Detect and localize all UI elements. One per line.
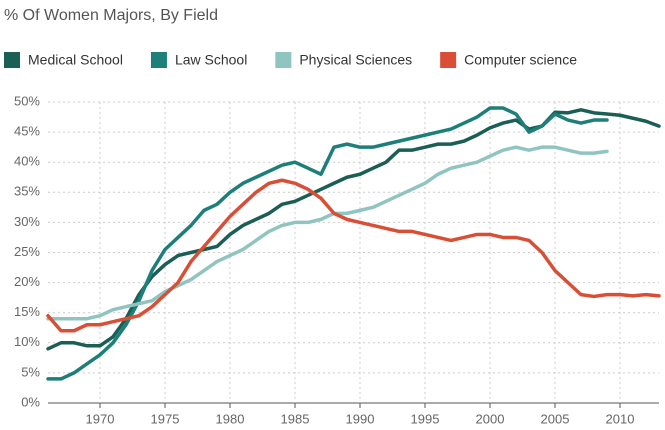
x-tick-label: 1980 [216,411,245,426]
x-tick-label: 1975 [151,411,180,426]
y-tick-label: 35% [14,184,40,199]
legend-swatch [440,52,457,68]
y-tick-label: 40% [14,154,40,169]
y-tick-label: 45% [14,124,40,139]
x-tick-label: 2000 [476,411,505,426]
x-tick-label: 2010 [606,411,635,426]
series-line [46,106,609,381]
y-tick-label: 30% [14,214,40,229]
y-tick-label: 50% [14,93,40,108]
y-tick-label: 0% [21,394,40,409]
legend-label: Computer science [464,52,577,68]
series-line [46,145,609,321]
legend-label: Medical School [28,52,123,68]
legend-swatch [150,52,167,68]
legend-label: Law School [175,52,247,68]
y-tick-label: 10% [14,334,40,349]
legend-swatch [4,52,20,68]
chart-title: % Of Women Majors, By Field [4,7,218,24]
x-tick-label: 2005 [541,411,570,426]
y-tick-label: 20% [14,274,40,289]
legend-swatch [275,52,292,68]
x-tick-label: 1985 [281,411,310,426]
x-tick-label: 1990 [346,411,375,426]
y-tick-label: 25% [14,244,40,259]
series-line [46,178,661,333]
y-tick-label: 15% [14,304,40,319]
x-tick-label: 1995 [411,411,440,426]
x-tick-label: 1970 [86,411,115,426]
legend-label: Physical Sciences [299,52,412,68]
y-tick-label: 5% [21,364,40,379]
